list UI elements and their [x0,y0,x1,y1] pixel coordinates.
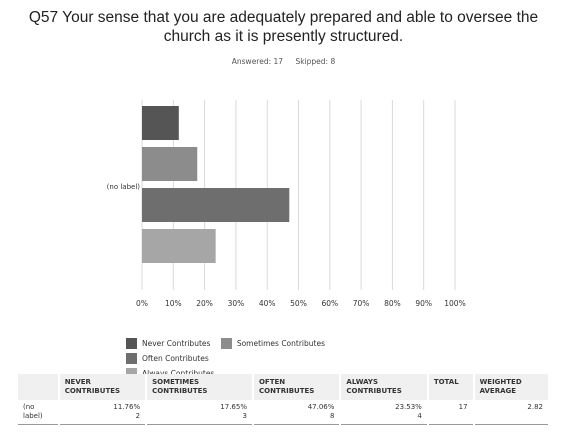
x-tick-label: 50% [290,299,307,308]
legend-item-often: Often Contributes [126,353,209,364]
table-cell-never: 11.76% 2 [58,400,148,425]
legend-item-never: Never Contributes [126,338,210,349]
bar-2 [142,188,290,222]
always-count: 4 [417,412,422,420]
x-tick-label: 20% [196,299,213,308]
table-row: (no label) 11.76% 2 17.65% 3 47.06% 8 23… [18,400,551,425]
legend-item-always: Always Contributes [126,368,214,379]
answered-count: Answered: 17 [231,57,284,66]
bar-0 [142,106,179,140]
legend-swatch-sometimes [220,338,232,349]
sometimes-count: 3 [242,412,247,420]
legend-label-always: Always Contributes [142,369,214,378]
table-cell-often: 47.06% 8 [252,400,342,425]
skipped-count: Skipped: 8 [295,57,336,66]
legend-label-never: Never Contributes [142,339,211,348]
x-tick-label: 60% [321,299,338,308]
x-tick-label: 90% [415,299,432,308]
x-tick-label: 0% [136,299,148,308]
often-percent: 47.06% [307,403,335,411]
bar-1 [142,147,198,181]
table-header-often: OFTEN CONTRIBUTES [252,374,342,400]
x-tick-label: 10% [165,299,182,308]
table-header-never: NEVER CONTRIBUTES [58,374,148,400]
x-tick-label: 100% [444,299,465,308]
results-table: NEVER CONTRIBUTES SOMETIMES CONTRIBUTES … [18,374,551,425]
never-count: 2 [135,412,141,420]
table-cell-weighted-average: 2.82 [473,400,551,425]
table-header-total: TOTAL [427,374,475,400]
table-header-always: ALWAYS CONTRIBUTES [340,374,429,400]
never-percent: 11.76% [113,403,141,411]
table-header-blank [18,374,60,400]
legend-swatch-never [126,338,137,349]
often-count: 8 [329,412,335,420]
table-cell-sometimes: 17.65% 3 [146,400,254,425]
legend-swatch-often [126,353,137,364]
legend-label-often: Often Contributes [142,354,209,363]
x-tick-label: 30% [228,299,245,308]
x-tick-label: 70% [353,299,370,308]
table-header-row: NEVER CONTRIBUTES SOMETIMES CONTRIBUTES … [18,374,551,400]
always-percent: 23.53% [395,403,422,411]
table-row-label: (no label) [18,400,60,425]
response-counts: Answered: 17 Skipped: 8 [0,57,567,66]
question-title: Q57 Your sense that you are adequately p… [28,9,539,45]
bar-chart: 0% 10% 20% 30% 40% 50% 60% 70% 80% 90% 100% (no lab… [107,100,466,308]
legend-item-sometimes: Sometimes Contributes [220,338,325,349]
table-cell-total: 17 [427,400,475,425]
table-cell-always: 23.53% 4 [340,400,429,425]
legend-swatch-always [126,368,137,379]
table-header-weighted-average: WEIGHTED AVERAGE [473,374,551,400]
x-tick-label: 40% [259,299,276,308]
x-tick-label: 80% [384,299,401,308]
legend-label-sometimes: Sometimes Contributes [236,339,325,348]
bar-3 [142,229,216,263]
sometimes-percent: 17.65% [220,403,247,411]
y-category-label: (no label) [107,183,141,191]
chart-legend: Never Contributes Sometimes Contributes … [126,338,426,383]
table-header-sometimes: SOMETIMES CONTRIBUTES [146,374,254,400]
